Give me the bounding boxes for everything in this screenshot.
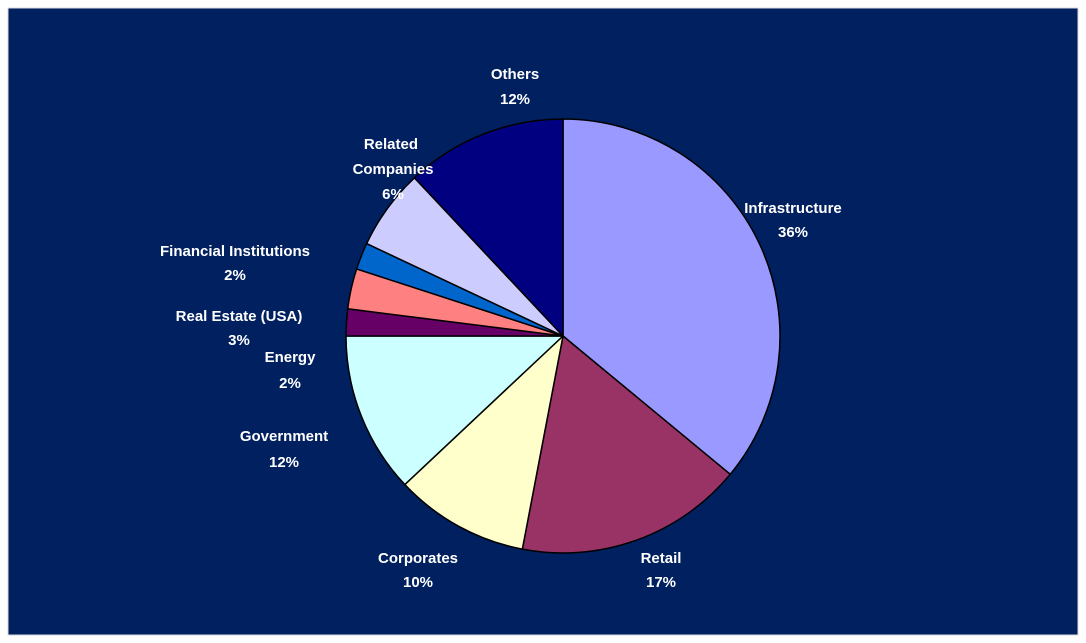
slice-value-label: 12% [500, 91, 530, 108]
slice-value-label: 6% [382, 186, 404, 203]
slice-value-label: 36% [778, 224, 808, 241]
pie-slice [404, 335, 564, 550]
slice-value-label: 10% [403, 574, 433, 591]
pie-slice [413, 118, 564, 337]
slice-label: Retail [641, 550, 682, 567]
slice-value-label: 3% [228, 332, 250, 349]
pie-slice [521, 335, 731, 554]
slice-label: Financial Institutions [160, 243, 310, 260]
slice-label: Related Companies [353, 136, 434, 178]
slice-value-label: 12% [269, 454, 299, 471]
slice-label: Corporates [378, 550, 458, 567]
pie-slice [345, 335, 564, 486]
slice-value-label: 2% [224, 267, 246, 284]
slice-value-label: 2% [279, 375, 301, 392]
slice-label: Others [491, 66, 539, 83]
slice-value-label: 17% [646, 574, 676, 591]
slice-label: Infrastructure [744, 200, 842, 217]
pie-slice [562, 118, 781, 476]
slice-label: Energy [265, 349, 317, 366]
slice-label: Government [240, 428, 328, 445]
slice-label: Real Estate (USA) [176, 308, 303, 325]
